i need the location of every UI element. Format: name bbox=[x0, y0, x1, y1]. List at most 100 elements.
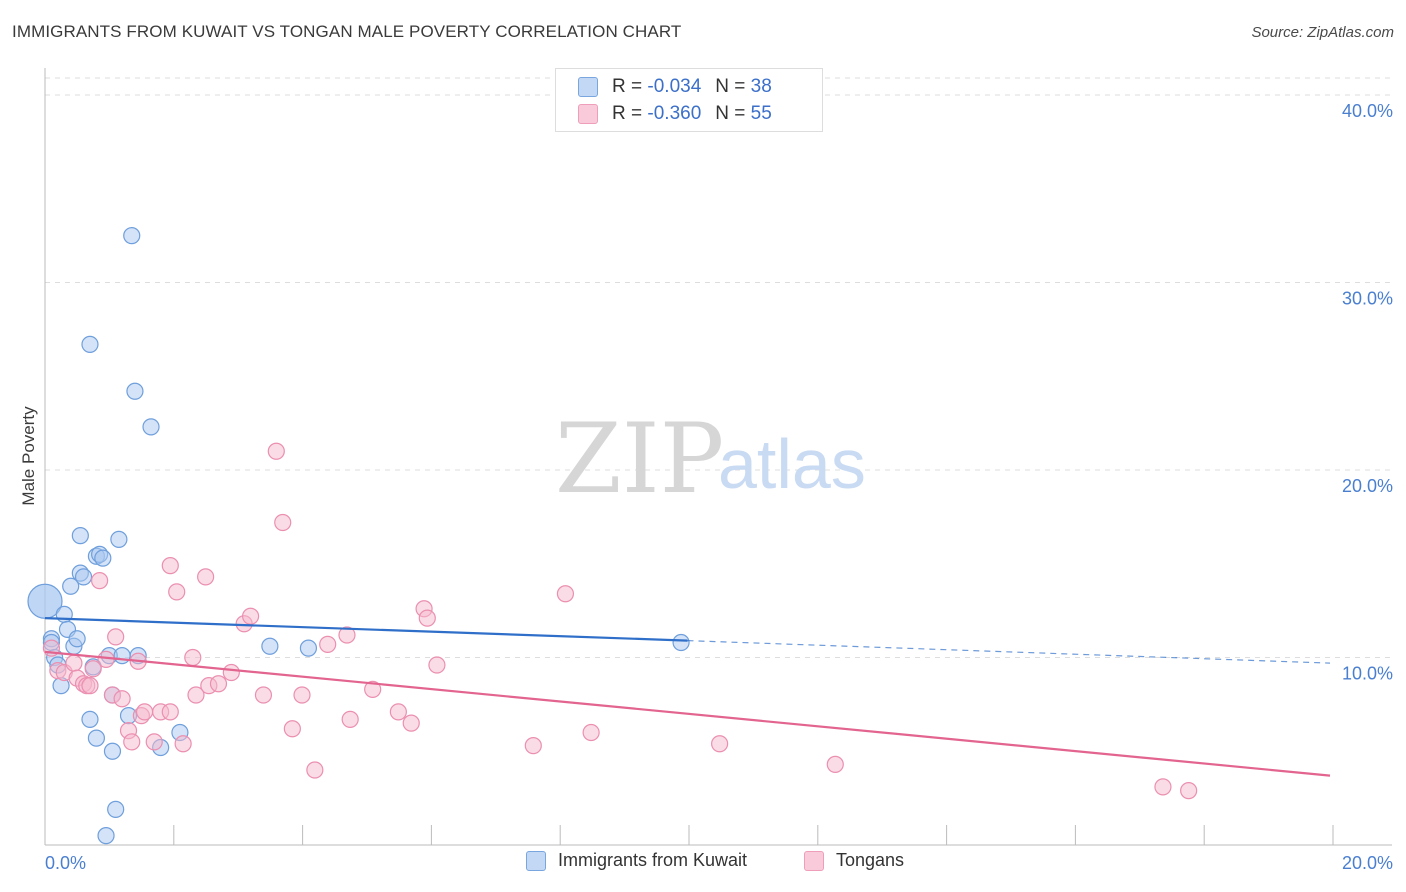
tongan-point bbox=[402, 714, 420, 732]
legend-label-tongans: Tongans bbox=[836, 850, 905, 870]
tongan-point bbox=[582, 723, 600, 742]
tongan-point bbox=[418, 609, 436, 627]
tongan-trend-line bbox=[44, 650, 1331, 777]
kuwait-point bbox=[126, 382, 144, 400]
legend-r-label: R = bbox=[612, 103, 643, 124]
legend-row-tongans: R = -0.360 N = 55 bbox=[578, 101, 772, 127]
tongan-point bbox=[168, 583, 186, 601]
tongan-point bbox=[711, 735, 729, 753]
tongan-point bbox=[84, 660, 102, 678]
kuwait-point bbox=[113, 647, 131, 665]
kuwait-point bbox=[110, 530, 128, 548]
tongan-point bbox=[556, 585, 575, 603]
kuwait-point bbox=[81, 710, 99, 728]
series-tongan-points bbox=[42, 442, 1198, 800]
tongan-point bbox=[428, 656, 446, 674]
kuwait-point bbox=[68, 630, 86, 648]
tongan-point bbox=[306, 761, 324, 779]
source-credit: Source: ZipAtlas.com bbox=[1251, 24, 1394, 41]
kuwait-point bbox=[103, 742, 122, 760]
kuwait-point bbox=[299, 639, 318, 657]
tongan-point bbox=[524, 737, 542, 755]
tongan-point bbox=[145, 733, 163, 751]
kuwait-point bbox=[123, 227, 141, 245]
tongan-point bbox=[274, 513, 292, 532]
kuwait-point bbox=[81, 335, 99, 353]
y-axis-title: Male Poverty bbox=[19, 406, 38, 506]
series-legend: Immigrants from Kuwait Tongans bbox=[0, 850, 1406, 878]
kuwait-point bbox=[87, 729, 106, 747]
kuwait-point bbox=[97, 827, 115, 845]
tongan-point bbox=[113, 690, 131, 708]
series-kuwait-points bbox=[27, 227, 690, 845]
tongan-point bbox=[338, 626, 356, 644]
tongan-point bbox=[135, 703, 154, 721]
tongan-point bbox=[65, 654, 83, 672]
x-tick-label: 0.0% bbox=[45, 853, 86, 873]
tongan-point bbox=[283, 720, 301, 738]
y-tick-label: 20.0% bbox=[1342, 476, 1393, 496]
kuwait-point bbox=[62, 577, 80, 595]
tongan-point bbox=[187, 686, 205, 704]
legend-item-kuwait[interactable]: Immigrants from Kuwait bbox=[526, 850, 747, 871]
tongan-point bbox=[81, 677, 99, 695]
tongan-point bbox=[254, 686, 273, 704]
axes-layer bbox=[44, 68, 1392, 846]
x-tick-label: 20.0% bbox=[1342, 853, 1393, 873]
kuwait-point bbox=[261, 637, 279, 655]
tongan-point bbox=[242, 607, 260, 625]
kuwait-point bbox=[71, 527, 89, 545]
correlation-legend: R = -0.034 N = 38 R = -0.360 N = 55 bbox=[555, 68, 823, 132]
watermark-zip: ZIP bbox=[555, 403, 724, 515]
legend-swatch-tongans bbox=[578, 104, 598, 124]
tongan-point bbox=[161, 557, 179, 575]
legend-n-label: N = bbox=[715, 103, 746, 124]
tongan-point bbox=[389, 703, 407, 721]
legend-row-kuwait: R = -0.034 N = 38 bbox=[578, 74, 772, 100]
tongan-point bbox=[123, 733, 141, 751]
legend-swatch-kuwait bbox=[578, 77, 598, 97]
y-tick-label: 30.0% bbox=[1342, 289, 1393, 309]
legend-r-label: R = bbox=[612, 76, 643, 97]
legend-item-tongans[interactable]: Tongans bbox=[804, 850, 904, 871]
y-tick-label: 10.0% bbox=[1342, 664, 1393, 684]
tongan-point bbox=[161, 703, 179, 721]
tongan-point bbox=[91, 572, 109, 590]
tongan-point bbox=[174, 735, 192, 753]
kuwait-point bbox=[74, 568, 93, 586]
watermark: ZIP atlas bbox=[555, 403, 866, 515]
tongan-point bbox=[209, 675, 228, 693]
tongan-point bbox=[222, 663, 240, 682]
trend-lines bbox=[44, 617, 1331, 777]
tick-labels: 10.0% 20.0% 30.0% 40.0% 0.0% 20.0% bbox=[45, 101, 1393, 873]
kuwait-point bbox=[142, 418, 160, 436]
y-tick-label: 40.0% bbox=[1342, 101, 1393, 121]
tongan-point bbox=[364, 680, 382, 698]
tongan-point bbox=[293, 686, 311, 704]
kuwait-trend-line bbox=[44, 617, 688, 642]
grid-layer bbox=[45, 77, 1392, 658]
tongan-point bbox=[341, 710, 359, 728]
tongan-point bbox=[319, 635, 337, 653]
kuwait-trend-extension bbox=[687, 640, 1331, 664]
tongan-point bbox=[184, 648, 202, 667]
legend-label-kuwait: Immigrants from Kuwait bbox=[558, 850, 748, 870]
tongan-point bbox=[197, 568, 215, 586]
tongan-point bbox=[107, 628, 125, 646]
legend-r-value: -0.360 bbox=[647, 103, 702, 124]
tongan-point bbox=[826, 755, 844, 773]
kuwait-point bbox=[107, 800, 125, 818]
kuwait-point bbox=[94, 549, 112, 567]
chart-title: IMMIGRANTS FROM KUWAIT VS TONGAN MALE PO… bbox=[12, 22, 682, 41]
tongan-point bbox=[1154, 778, 1172, 796]
tongan-point bbox=[1180, 782, 1198, 800]
legend-swatch-tongans bbox=[804, 850, 824, 871]
kuwait-point bbox=[672, 633, 690, 652]
legend-n-value: 55 bbox=[750, 103, 772, 124]
legend-swatch-kuwait bbox=[526, 850, 546, 871]
legend-r-value: -0.034 bbox=[647, 76, 702, 97]
watermark-atlas: atlas bbox=[718, 425, 866, 503]
legend-n-label: N = bbox=[715, 76, 746, 97]
tongan-point bbox=[267, 442, 285, 460]
